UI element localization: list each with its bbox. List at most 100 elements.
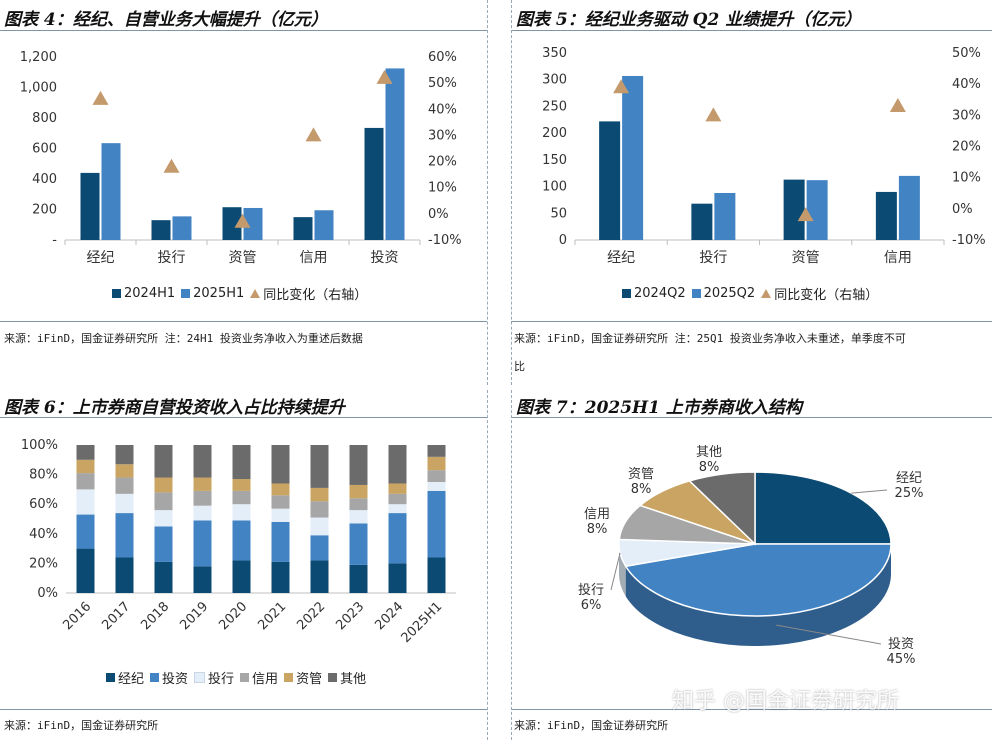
yoy-marker — [234, 213, 251, 228]
separator — [487, 0, 489, 385]
y2-tick-label: 40% — [428, 102, 457, 117]
x-tick-label: 经纪 — [607, 250, 635, 266]
separator — [487, 390, 489, 740]
chart5-title: 图表 5：经纪业务驱动 Q2 业绩提升（亿元） — [516, 10, 862, 30]
stack-segment — [388, 504, 407, 514]
pie-slice — [754, 471, 892, 545]
x-tick-label: 经纪 — [87, 250, 115, 266]
y-tick-label: 300 — [542, 73, 567, 88]
y-tick-label: - — [52, 233, 57, 248]
x-tick-label: 2017 — [99, 599, 133, 633]
y2-tick-label: 20% — [952, 140, 981, 155]
yoy-marker — [613, 79, 630, 94]
bar — [622, 75, 644, 240]
divider — [0, 30, 487, 31]
stack-segment — [232, 560, 251, 593]
yoy-marker — [376, 69, 393, 84]
stack-segment — [115, 477, 134, 494]
x-tick-label: 投行 — [158, 250, 186, 266]
x-tick-label: 信用 — [884, 250, 912, 266]
y-tick-label: 150 — [542, 153, 567, 168]
stack-segment — [310, 487, 329, 502]
slice-label: 8% — [631, 482, 652, 497]
stack-segment — [271, 445, 290, 484]
x-tick-label: 2023 — [333, 599, 367, 633]
stack-segment — [349, 498, 368, 511]
chart4-source: 来源：iFinD，国金证券研究所 注：24H1 投资业务净收入为重述后数据 — [4, 332, 363, 345]
stack-segment — [193, 505, 212, 521]
stack-segment — [154, 561, 173, 593]
y-tick-label: 0 — [559, 233, 567, 248]
pie-slice — [624, 543, 892, 617]
stack-segment — [349, 510, 368, 524]
yoy-marker — [305, 127, 322, 142]
y-tick-label: 250 — [542, 99, 567, 114]
stack-segment — [388, 483, 407, 494]
divider — [511, 709, 992, 710]
stack-segment — [115, 445, 134, 465]
chart4-plot: - 200 400 600 800 1,000 1,200 -10% 0% 10% 20% 30% 40… — [20, 50, 462, 266]
y2-tick-label: 10% — [428, 181, 457, 196]
y-tick-label: 400 — [32, 172, 57, 187]
bar — [172, 216, 192, 240]
bar — [875, 191, 897, 240]
y-tick-label: 600 — [32, 142, 57, 157]
y-tick-label: 200 — [32, 203, 57, 218]
divider — [511, 417, 992, 418]
stack-segment — [76, 548, 95, 593]
stack-segment — [349, 445, 368, 485]
bar — [364, 127, 384, 240]
y-tick-label: 100% — [21, 438, 58, 453]
leader-line — [610, 552, 621, 591]
bar — [714, 192, 736, 240]
x-tick-label: 投资 — [371, 250, 399, 266]
stack-segment — [232, 479, 251, 491]
slice-name: 经纪 — [896, 471, 922, 486]
separator — [511, 390, 513, 740]
legend-item: 同比变化（右轴） — [761, 284, 878, 303]
leader-line — [776, 624, 882, 645]
stack-segment — [193, 445, 212, 478]
x-tick-label: 2020 — [216, 599, 250, 633]
slice-label: 8% — [699, 460, 720, 475]
y-tick-label: 50 — [550, 206, 567, 221]
stack-segment — [232, 520, 251, 561]
chart6-legend: 经纪 投资 投行 信用 资管 其他 — [106, 668, 366, 687]
x-tick-label: 2025H1 — [399, 599, 446, 646]
y2-tick-label: 40% — [952, 77, 981, 92]
chart7-title: 图表 7：2025H1 上市券商收入结构 — [516, 398, 802, 418]
stack-segment — [349, 523, 368, 565]
legend-item: 投资 — [150, 668, 188, 687]
y2-tick-label: 50% — [428, 76, 457, 91]
pie-side — [625, 544, 891, 646]
x-tick-label: 2024 — [372, 599, 406, 633]
x-tick-label: 信用 — [300, 250, 328, 266]
legend-item: 2025H1 — [181, 286, 244, 301]
stack-segment — [115, 464, 134, 478]
x-tick-label: 资管 — [792, 250, 820, 266]
y2-tick-label: 0% — [952, 202, 973, 217]
y-tick-label: 350 — [542, 46, 567, 61]
x-tick-label: 2021 — [255, 599, 289, 633]
stack-segment — [310, 517, 329, 536]
stack-segment — [115, 493, 134, 514]
legend-item: 信用 — [240, 668, 278, 687]
chart4-title: 图表 4：经纪、自营业务大幅提升（亿元） — [4, 10, 328, 30]
chart5-legend: 2024Q2 2025Q2 同比变化（右轴） — [622, 284, 878, 303]
y-tick-label: 40% — [29, 527, 58, 542]
stack-segment — [232, 490, 251, 505]
stack-segment — [271, 561, 290, 593]
divider — [0, 321, 487, 322]
y2-tick-label: 10% — [952, 171, 981, 186]
stack-segment — [271, 483, 290, 496]
stack-segment — [76, 445, 95, 460]
x-tick-label: 投行 — [699, 250, 727, 266]
stack-segment — [76, 514, 95, 549]
yoy-marker — [163, 158, 180, 173]
bar — [243, 207, 263, 240]
chart7-source: 来源：iFinD，国金证券研究所 — [514, 719, 669, 732]
stack-segment — [388, 563, 407, 593]
y2-tick-label: -10% — [428, 233, 462, 248]
stack-segment — [349, 564, 368, 593]
